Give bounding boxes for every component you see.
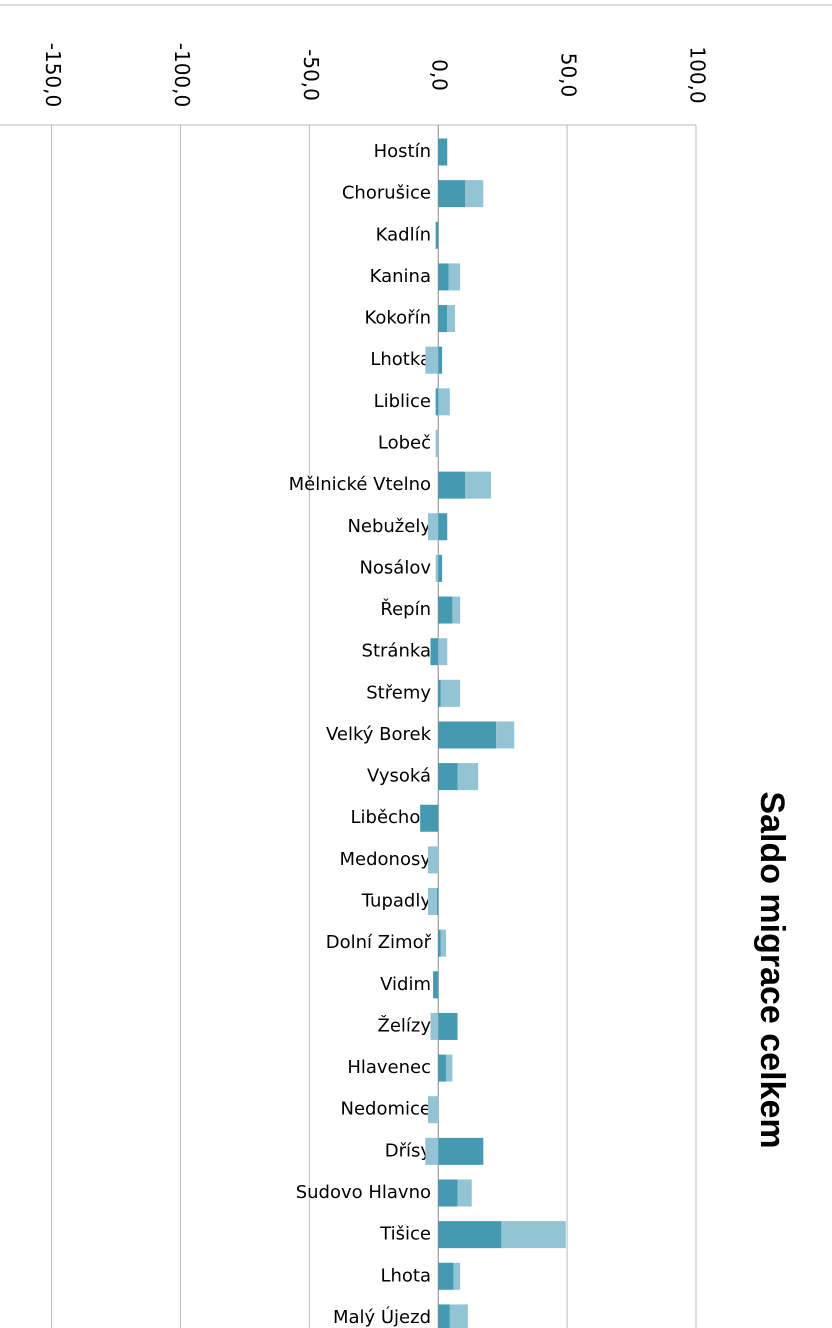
bar [438,679,441,707]
category-label: Nosálov [359,557,431,578]
bar [427,888,437,916]
bar [438,1012,458,1040]
bar [438,513,448,541]
bar [438,721,497,749]
bar [438,1179,458,1207]
bar [438,1304,450,1328]
category-label: Hostín [374,141,431,162]
x-tick-label: 100,0 [686,46,710,103]
category-label: Dolní Zimoř [326,932,432,953]
bar [438,471,466,499]
bar [430,638,439,666]
bar [438,263,449,291]
bar [440,929,446,957]
bar [436,888,439,916]
category-label: Dřísy [385,1140,432,1161]
chart-title: Saldo migrace celkem [753,791,791,1148]
bar [430,1012,439,1040]
bar [438,638,448,666]
category-label: Kokořín [364,308,431,329]
x-tick-label: -150,0 [41,43,65,107]
bar [457,1179,472,1207]
bar [435,221,439,249]
bar [452,596,461,624]
category-label: Chorušice [342,183,431,204]
bar [435,388,439,416]
bar [435,554,439,582]
category-label: Lhota [380,1265,431,1286]
bar [438,554,443,582]
category-label: Řepín [380,598,431,620]
bar [465,180,484,208]
bar [448,263,461,291]
bar [438,1221,502,1249]
bar [496,721,515,749]
bar [501,1221,566,1249]
category-label: Sudovo Hlavno [296,1182,431,1203]
x-tick-label: 50,0 [557,53,581,98]
category-label: Stránka [362,641,431,662]
bar [438,388,450,416]
bar [465,471,492,499]
bar [438,596,453,624]
bar [438,1137,484,1165]
category-label: Vidim [380,974,431,995]
bar [420,804,439,832]
category-label: Lhotka [370,349,431,370]
bar [457,763,479,791]
category-label: Nebužely [347,516,431,537]
category-label: Hlavenec [347,1057,431,1078]
category-label: Nedomice [341,1099,431,1120]
bar [447,305,455,333]
category-label: Lobeč [378,432,431,453]
category-label: Velký Borek [326,724,432,745]
bar [433,971,439,999]
x-tick-label: 0,0 [428,59,452,91]
bar [427,513,439,541]
bar [427,1096,439,1124]
category-label: Kadlín [376,224,431,245]
bar [438,346,443,374]
bar [425,1137,439,1165]
category-label: Kanina [370,266,431,287]
bar [435,429,439,457]
x-tick-label: -50,0 [299,49,323,101]
category-label: Medonosy [340,849,432,870]
category-label: Liběchov [351,807,432,828]
category-label: Želízy [377,1014,431,1036]
bar [445,1054,453,1082]
bar [440,679,461,707]
bar [438,138,448,166]
bar [438,1054,446,1082]
bar [453,1262,461,1290]
bar [438,180,466,208]
bar [427,846,439,874]
bar [449,1304,468,1328]
bar [438,1262,454,1290]
bar [438,929,441,957]
category-label: Tupadly [361,891,432,912]
category-label: Střemy [366,682,431,703]
x-tick-label: -100,0 [170,43,194,107]
category-label: Vysoká [367,766,431,787]
category-label: Liblice [374,391,431,412]
bar [438,305,448,333]
bar [425,346,439,374]
category-label: Mělnické Vtelno [289,474,431,495]
category-label: Malý Újezd [333,1306,431,1328]
bar [438,763,458,791]
category-label: Tišice [379,1224,431,1245]
